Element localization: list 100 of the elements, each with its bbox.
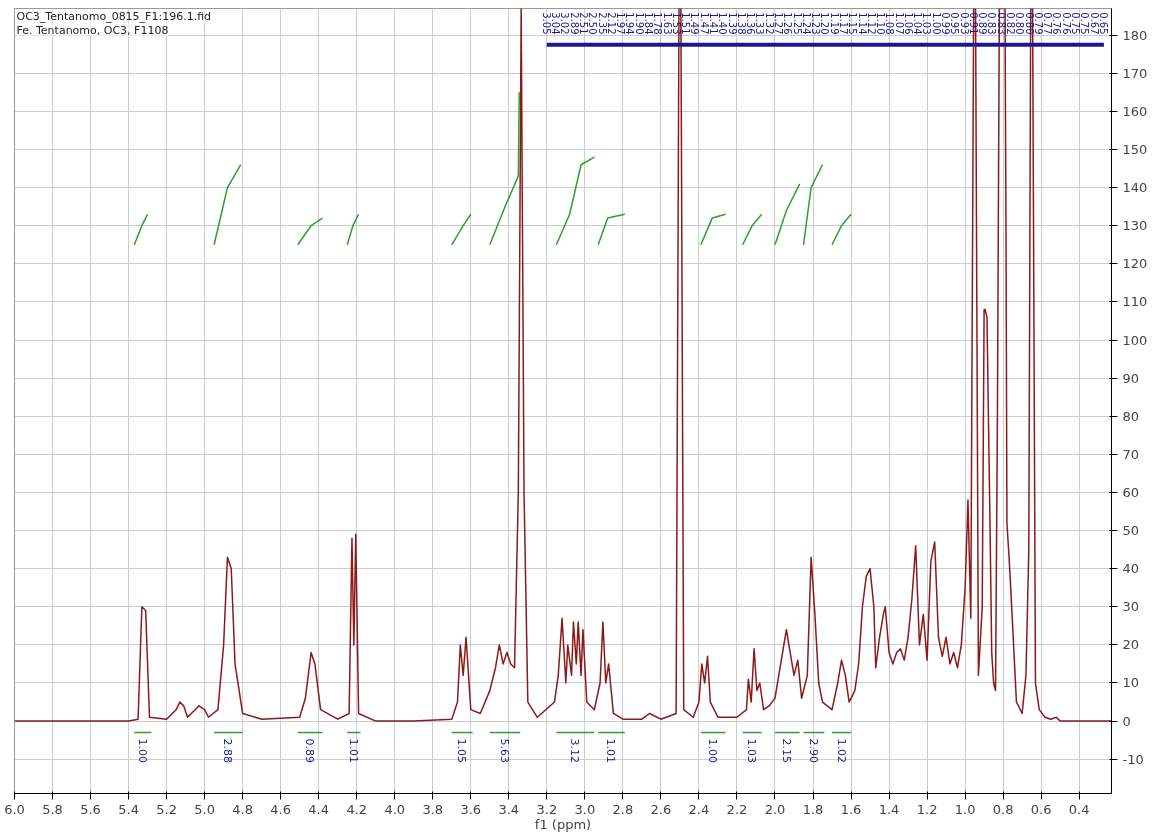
annotation: 1.97	[615, 12, 627, 35]
annotation: 2.51	[577, 12, 589, 35]
annotation: 0.83	[995, 12, 1007, 35]
x-tick-label: 0.6	[1030, 801, 1052, 817]
annotation: 2.89	[568, 12, 580, 35]
x-tick-label: 5.2	[156, 801, 177, 817]
annotation: 1.01	[604, 738, 618, 764]
x-tick-label: 3.6	[460, 801, 482, 817]
annotation: 0.76	[1060, 12, 1072, 35]
y-tick-label: 10	[1122, 675, 1140, 691]
y-tick-label: 0	[1122, 713, 1131, 729]
annotation: 5.63	[498, 738, 512, 764]
annotation: 1.06	[902, 12, 914, 35]
x-tick-label: 2.6	[650, 801, 672, 817]
x-tick-label: 5.4	[118, 801, 139, 817]
y-tick-label: 60	[1122, 484, 1140, 500]
annotation: OC3_Tentanomo_0815_F1:196.1.fid	[16, 9, 212, 23]
x-tick-label: 0.4	[1068, 801, 1090, 817]
y-tick-label: 160	[1122, 103, 1148, 119]
annotation: 1.94	[624, 12, 636, 35]
annotation: 1.25	[791, 12, 803, 35]
annotation: 1.32	[763, 12, 775, 35]
annotation: 1.10	[875, 12, 887, 35]
annotation: 0.82	[1005, 12, 1017, 35]
x-tick-label: 2.4	[688, 801, 710, 817]
annotation: 1.02	[834, 738, 848, 764]
x-axis-title: f1 (ppm)	[534, 816, 592, 832]
line-series	[489, 91, 521, 246]
y-tick-label: 150	[1122, 142, 1148, 157]
x-tick-label: 6.0	[4, 801, 25, 817]
annotation: 0.80	[1014, 12, 1026, 35]
y-tick-label: 40	[1122, 561, 1140, 577]
y-tick-label: 70	[1122, 446, 1140, 462]
x-tick-label: 2.2	[726, 801, 748, 817]
annotation: 0.89	[303, 738, 317, 764]
x-tick-label: 1.6	[840, 801, 862, 817]
line-series	[555, 156, 596, 246]
annotation: 1.23	[810, 12, 822, 35]
annotation: 1.38	[735, 12, 747, 35]
x-tick-label: 4.4	[308, 801, 330, 817]
annotation: 0.77	[1042, 12, 1054, 35]
annotation: 1.26	[782, 12, 794, 35]
x-tick-label: 4.6	[270, 801, 292, 817]
x-tick-label: 1.0	[954, 801, 976, 817]
annotation: 1.03	[745, 738, 759, 764]
y-tick-label: 130	[1122, 218, 1148, 234]
annotation: 0.89	[977, 12, 989, 35]
x-tick-label: 3.4	[498, 801, 520, 817]
annotation: 1.05	[455, 738, 469, 764]
annotation: 1.53	[670, 12, 682, 35]
annotation: 1.49	[689, 12, 701, 35]
x-tick-label: 1.8	[802, 801, 824, 817]
y-tick-label: 20	[1122, 637, 1140, 653]
y-tick-label: -10	[1122, 751, 1144, 767]
annotation: 1.27	[772, 12, 784, 35]
annotation: 1.33	[754, 12, 766, 35]
x-tick-label: 2.0	[764, 801, 786, 817]
annotation: Fe. Tentanomo, OC3, F1108	[16, 23, 169, 37]
annotation: 0.93	[958, 12, 970, 35]
y-tick-label: 110	[1122, 294, 1148, 310]
annotation: 1.41	[707, 12, 719, 35]
x-tick-label: 5.8	[42, 801, 63, 817]
annotation: 2.50	[587, 12, 599, 35]
y-tick-label: 50	[1122, 523, 1140, 539]
annotation: 0.75	[1079, 12, 1091, 35]
y-tick-label: 140	[1122, 180, 1148, 196]
annotation: 0.99	[940, 12, 952, 35]
annotation: 0.79	[1032, 12, 1044, 35]
y-tick-label: 170	[1122, 65, 1148, 81]
x-tick-label: 5.6	[80, 801, 101, 817]
annotation: 1.39	[726, 12, 738, 35]
annotation: 1.63	[661, 12, 673, 35]
annotation: 0.75	[1070, 12, 1082, 35]
annotation: 0.67	[1088, 12, 1100, 35]
x-tick-label: 1.2	[916, 801, 938, 817]
annotation: 0.65	[1097, 12, 1109, 35]
annotation: 2.88	[221, 738, 235, 764]
x-tick-label: 4.2	[346, 801, 368, 817]
annotation: 1.24	[800, 12, 812, 35]
x-tick-label: 1.4	[878, 801, 900, 817]
annotation: 1.03	[921, 12, 933, 35]
y-tick-label: 100	[1122, 332, 1148, 348]
annotation: 1.07	[893, 12, 905, 35]
annotation: 1.04	[912, 12, 924, 35]
annotation: 1.19	[828, 12, 840, 35]
annotation: 0.83	[986, 12, 998, 35]
annotation: 1.36	[745, 12, 757, 35]
annotation: 1.08	[884, 12, 896, 35]
annotation: 0.76	[1051, 12, 1063, 35]
x-tick-label: 3.0	[574, 801, 596, 817]
annotation: 1.78	[652, 12, 664, 35]
annotation: 1.15	[847, 12, 859, 35]
annotation: 1.47	[698, 12, 710, 35]
annotation: 2.12	[605, 12, 617, 35]
annotation: 1.40	[717, 12, 729, 35]
x-tick-label: 2.8	[612, 801, 634, 817]
annotation: 0.80	[1023, 12, 1035, 35]
y-tick-label: 120	[1122, 256, 1148, 272]
annotation: 3.04	[550, 12, 562, 35]
annotation: 2.15	[780, 738, 794, 764]
